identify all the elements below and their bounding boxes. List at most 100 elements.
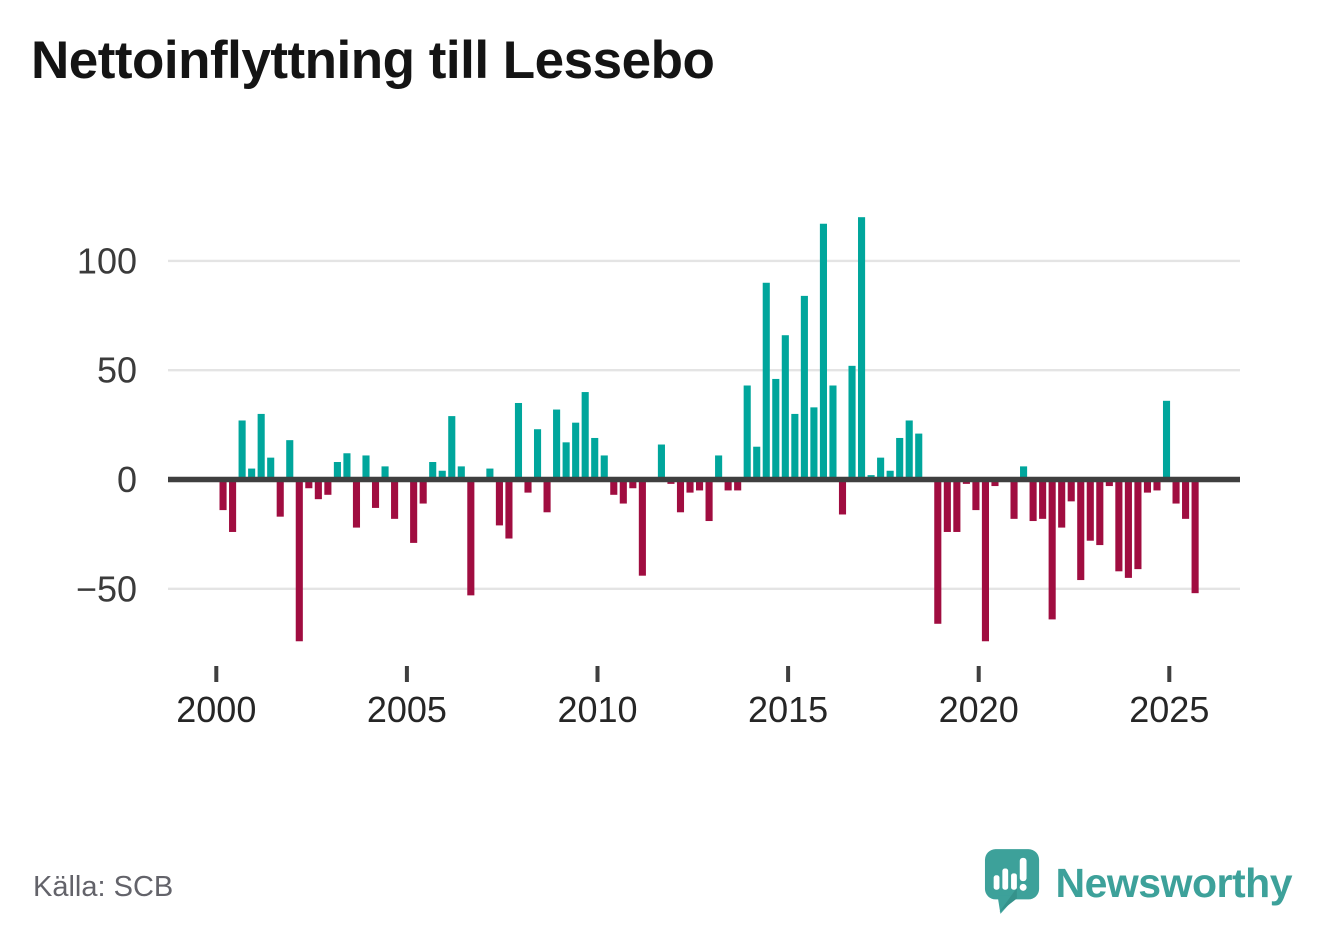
bar-2020-Q4 xyxy=(1010,479,1018,519)
bar-2020-Q1 xyxy=(981,479,989,642)
bar-2003-Q4 xyxy=(362,455,370,480)
bar-2008-Q4 xyxy=(553,409,561,480)
bar-2019-Q2 xyxy=(953,479,961,532)
bar-2008-Q3 xyxy=(543,479,551,513)
bar-2003-Q1 xyxy=(333,462,341,480)
bar-2012-Q2 xyxy=(686,479,694,493)
bar-2005-Q1 xyxy=(410,479,418,543)
bar-2013-Q3 xyxy=(734,479,742,491)
y-axis-label-0: 0 xyxy=(117,459,137,500)
bar-2023-Q1 xyxy=(1096,479,1104,546)
bar-2024-Q2 xyxy=(1143,479,1152,493)
bar-2006-Q1 xyxy=(448,416,456,480)
bar-2008-Q2 xyxy=(533,429,542,480)
bar-2015-Q1 xyxy=(791,413,799,480)
bar-2025-Q1 xyxy=(1172,479,1180,504)
bar-2007-Q1 xyxy=(486,468,494,480)
bar-2009-Q1 xyxy=(562,442,570,480)
bar-2013-Q2 xyxy=(724,479,732,491)
bar-2016-Q2 xyxy=(838,479,847,515)
x-axis-label-2000: 2000 xyxy=(176,689,256,730)
bar-2006-Q3 xyxy=(467,479,475,596)
bar-2010-Q4 xyxy=(629,479,637,489)
bar-2023-Q2 xyxy=(1105,479,1113,487)
bar-2011-Q1 xyxy=(638,479,646,576)
bar-2002-Q4 xyxy=(324,479,332,495)
bar-2010-Q3 xyxy=(619,479,627,504)
bar-2004-Q3 xyxy=(391,479,399,519)
bar-2004-Q2 xyxy=(381,466,389,480)
bar-2023-Q3 xyxy=(1115,479,1123,572)
bar-2016-Q1 xyxy=(829,385,837,480)
bar-2025-Q2 xyxy=(1182,479,1190,519)
bar-2000-Q4 xyxy=(248,468,256,480)
bar-2022-Q1 xyxy=(1058,479,1066,528)
chart-title: Nettoinflyttning till Lessebo xyxy=(31,31,715,90)
bar-2012-Q1 xyxy=(676,479,685,513)
bar-2004-Q1 xyxy=(371,479,380,508)
bar-2018-Q4 xyxy=(934,479,942,624)
x-axis-label-2010: 2010 xyxy=(557,689,637,730)
bar-2022-Q4 xyxy=(1086,479,1094,541)
bar-2015-Q2 xyxy=(800,295,808,480)
x-axis-label-2020: 2020 xyxy=(939,689,1019,730)
bar-2017-Q3 xyxy=(886,470,894,480)
x-axis-label-2005: 2005 xyxy=(367,689,447,730)
x-axis-label-2015: 2015 xyxy=(748,689,828,730)
bar-2000-Q3 xyxy=(238,420,246,480)
bar-2014-Q4 xyxy=(781,335,789,480)
bar-2006-Q2 xyxy=(457,466,465,480)
bar-2020-Q2 xyxy=(991,479,999,487)
bar-2009-Q4 xyxy=(591,437,599,480)
bar-2001-Q1 xyxy=(257,413,265,480)
bar-2002-Q2 xyxy=(305,479,313,489)
bar-2001-Q2 xyxy=(267,457,275,480)
bar-2021-Q4 xyxy=(1048,479,1056,620)
x-axis-label-2025: 2025 xyxy=(1129,689,1209,730)
bar-2012-Q4 xyxy=(705,479,713,522)
bar-2015-Q4 xyxy=(819,223,827,480)
bar-2005-Q3 xyxy=(429,462,437,480)
y-axis-label-100: 100 xyxy=(77,240,137,281)
bar-2025-Q3 xyxy=(1191,479,1199,594)
bar-2016-Q3 xyxy=(848,365,856,480)
bar-2018-Q1 xyxy=(905,420,913,480)
newsworthy-logo: Newsworthy xyxy=(984,845,1293,921)
bar-2009-Q2 xyxy=(572,422,580,480)
bar-2021-Q3 xyxy=(1039,479,1047,519)
bar-2001-Q3 xyxy=(276,479,284,517)
bar-2017-Q4 xyxy=(896,437,904,480)
bar-2014-Q2 xyxy=(762,282,770,480)
bar-2003-Q2 xyxy=(343,453,351,480)
bar-2017-Q2 xyxy=(877,457,885,480)
bar-2010-Q1 xyxy=(600,455,608,480)
bar-2016-Q4 xyxy=(858,217,866,480)
bar-2021-Q2 xyxy=(1029,479,1037,522)
newsworthy-speech-bubble-bars-icon xyxy=(984,849,1039,914)
bar-2021-Q1 xyxy=(1020,466,1028,480)
bar-2007-Q2 xyxy=(495,479,503,526)
bar-2005-Q2 xyxy=(419,479,427,504)
bar-2005-Q4 xyxy=(438,470,446,480)
bar-2000-Q1 xyxy=(219,479,227,511)
y-axis-label-50: 50 xyxy=(97,350,137,391)
bar-2007-Q3 xyxy=(505,479,513,539)
bar-2013-Q4 xyxy=(743,385,751,480)
bar-2012-Q3 xyxy=(696,479,704,491)
bar-2019-Q1 xyxy=(943,479,951,532)
bar-2022-Q2 xyxy=(1067,479,1075,502)
source-note: Källa: SCB xyxy=(33,871,174,903)
bar-2009-Q3 xyxy=(581,392,589,480)
bar-2010-Q2 xyxy=(610,479,618,495)
bar-2022-Q3 xyxy=(1077,479,1085,581)
bar-2007-Q4 xyxy=(514,402,523,480)
newsworthy-wordmark: Newsworthy xyxy=(1055,859,1293,906)
bar-2002-Q1 xyxy=(295,479,303,642)
bar-2002-Q3 xyxy=(314,479,322,500)
bar-2001-Q4 xyxy=(286,440,294,480)
bar-2008-Q1 xyxy=(524,479,532,493)
bar-2015-Q3 xyxy=(810,407,818,480)
bar-2018-Q2 xyxy=(915,433,923,480)
